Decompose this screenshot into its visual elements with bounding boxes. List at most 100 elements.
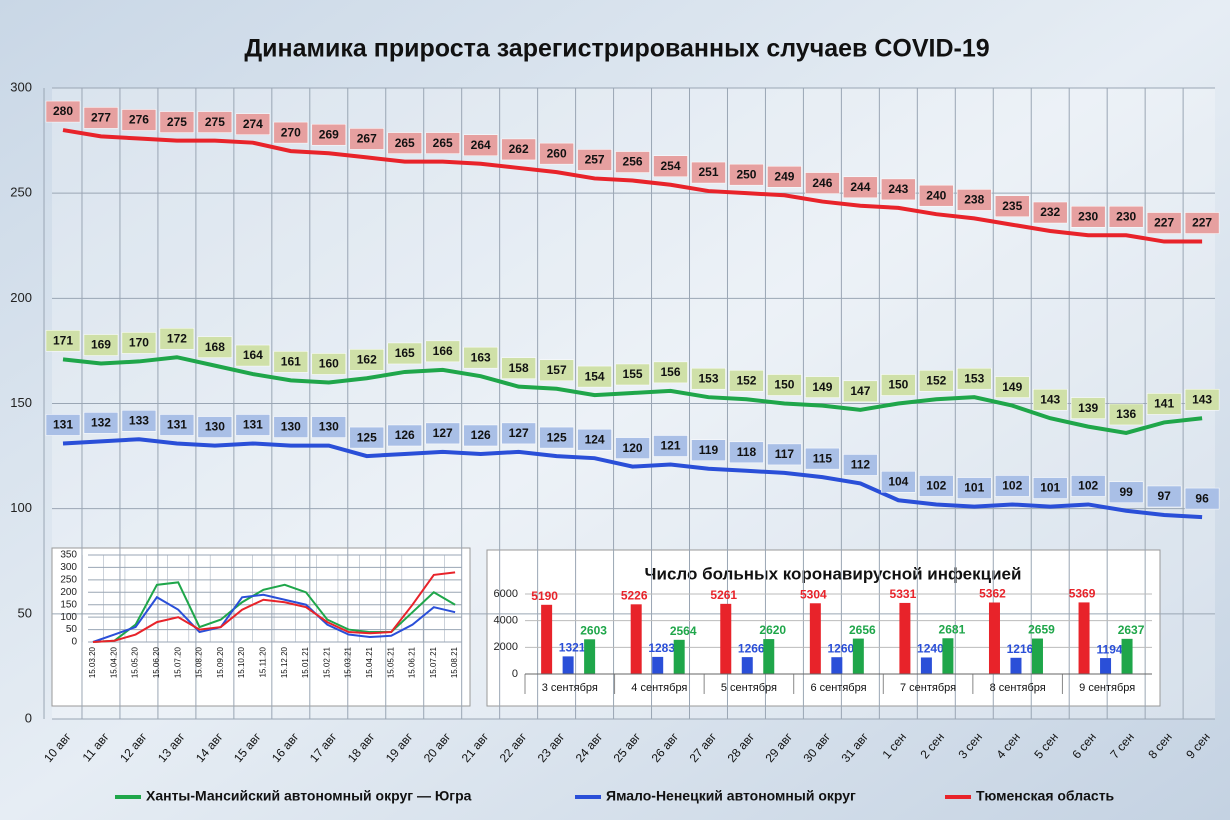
- bar: [1121, 638, 1133, 674]
- value-label-box: [1184, 487, 1220, 510]
- value-label: 5304: [800, 587, 827, 601]
- inset-title: Число больных коронавирусной инфекцией: [645, 564, 1022, 583]
- value-label-box: [691, 439, 726, 461]
- value-label-box: [197, 336, 233, 358]
- value-label: 102: [1002, 479, 1022, 493]
- y-tick-label: 350: [60, 550, 77, 561]
- value-label: 149: [1002, 380, 1022, 394]
- value-label: 227: [1154, 216, 1174, 230]
- value-label: 171: [53, 334, 73, 348]
- value-label: 227: [1192, 216, 1212, 230]
- x-tick-label: 3 сентября: [542, 682, 598, 694]
- bar: [652, 656, 664, 674]
- value-label: 120: [623, 441, 643, 455]
- bar: [673, 639, 685, 674]
- x-tick-label: 15.07.20: [173, 646, 182, 678]
- value-label-box: [1184, 388, 1220, 411]
- value-label: 131: [167, 418, 187, 432]
- value-label-box: [311, 353, 347, 375]
- x-tick-label: 9 сентября: [1079, 682, 1135, 694]
- y-tick-label: 100: [60, 612, 77, 623]
- value-label: 250: [736, 167, 756, 181]
- value-label: 131: [243, 418, 263, 432]
- bar: [1078, 602, 1090, 674]
- y-tick-label: 50: [18, 605, 32, 620]
- value-label: 267: [357, 132, 377, 146]
- legend-label: Ямало-Ненецкий автономный округ: [606, 788, 856, 804]
- x-tick-label: 7 сентября: [900, 682, 956, 694]
- value-label-box: [1108, 481, 1144, 504]
- value-label-box: [387, 132, 422, 154]
- value-label: 5369: [1069, 587, 1096, 601]
- value-label-box: [881, 178, 916, 201]
- value-label: 262: [509, 142, 529, 156]
- value-label-box: [1184, 212, 1220, 234]
- value-label: 2637: [1118, 623, 1145, 637]
- value-label: 119: [699, 443, 719, 457]
- value-label-box: [1070, 475, 1106, 497]
- value-label-box: [1032, 201, 1068, 224]
- value-label: 277: [91, 111, 111, 125]
- bar: [942, 638, 954, 674]
- value-label-box: [729, 370, 764, 392]
- value-label: 102: [926, 479, 946, 493]
- value-label-box: [653, 361, 688, 384]
- value-label: 118: [737, 445, 757, 459]
- value-label: 172: [167, 331, 187, 345]
- value-label: 238: [964, 193, 984, 207]
- value-label-box: [957, 189, 992, 211]
- value-label-box: [235, 113, 271, 135]
- value-label: 251: [698, 165, 718, 179]
- inset-panel: [486, 549, 1161, 707]
- legend-label: Ханты-Мансийский автономный округ — Югра: [146, 788, 472, 804]
- value-label: 270: [281, 125, 301, 139]
- bar: [720, 603, 732, 674]
- value-label: 130: [281, 420, 301, 434]
- y-tick-label: 250: [60, 574, 77, 585]
- x-tick-label: 15.04.20: [109, 646, 118, 678]
- value-label-box: [425, 340, 460, 363]
- value-label-box: [159, 111, 195, 133]
- value-label-box: [463, 424, 498, 447]
- value-label: 141: [1154, 397, 1174, 411]
- value-label-box: [235, 344, 271, 367]
- value-label-box: [349, 349, 385, 371]
- value-label: 169: [91, 338, 111, 352]
- bar: [1031, 638, 1043, 674]
- y-tick-label: 200: [10, 290, 32, 305]
- value-label: 164: [243, 348, 263, 362]
- value-label-box: [919, 184, 954, 207]
- value-label: 127: [433, 426, 453, 440]
- value-label-box: [881, 471, 916, 493]
- value-label-box: [121, 410, 157, 432]
- x-tick-label: 5 сентября: [721, 682, 777, 694]
- y-tick-label: 100: [10, 500, 32, 515]
- value-label: 126: [395, 428, 415, 442]
- value-label: 152: [736, 373, 756, 387]
- value-label: 112: [851, 458, 871, 472]
- value-label: 117: [775, 447, 795, 461]
- value-label: 1216: [1007, 642, 1034, 656]
- value-label: 102: [1078, 479, 1098, 493]
- value-label-box: [1108, 403, 1144, 426]
- y-tick-label: 150: [60, 599, 77, 610]
- value-label: 1266: [738, 641, 765, 655]
- y-tick-label: 50: [66, 624, 78, 635]
- value-label: 115: [813, 451, 833, 465]
- value-label-box: [805, 376, 840, 398]
- bar: [1010, 657, 1022, 674]
- value-label-box: [425, 422, 460, 445]
- value-label-box: [349, 128, 385, 150]
- value-label: 127: [509, 426, 529, 440]
- value-label: 158: [509, 361, 529, 375]
- y-tick-label: 300: [10, 79, 32, 94]
- value-label-box: [577, 428, 612, 451]
- value-label: 5190: [531, 589, 558, 603]
- x-tick-label: 15.05.20: [131, 646, 140, 678]
- value-label-box: [425, 132, 460, 154]
- value-label-box: [957, 367, 992, 390]
- value-label-box: [349, 426, 385, 449]
- value-label: 5226: [621, 588, 648, 602]
